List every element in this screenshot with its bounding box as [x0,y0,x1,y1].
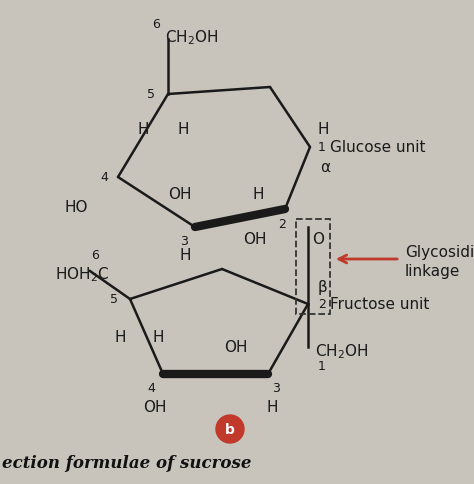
Text: HO: HO [64,200,88,215]
Text: 3: 3 [180,235,188,247]
Text: O: O [312,231,324,246]
Text: 5: 5 [147,88,155,101]
Text: 2: 2 [278,217,286,230]
Text: 1: 1 [318,359,326,372]
Text: OH: OH [168,187,191,202]
Text: α: α [320,160,330,175]
Text: 3: 3 [272,381,280,394]
Bar [296,220,330,314]
Text: Glucose unit: Glucose unit [330,140,426,155]
Text: CH$_2$OH: CH$_2$OH [315,341,368,360]
Text: β: β [318,280,328,295]
Text: OH: OH [244,231,267,246]
Text: 1: 1 [318,141,326,154]
Text: 5: 5 [110,293,118,306]
Text: Glycosidic: Glycosidic [405,244,474,259]
Text: b: b [225,422,235,436]
Text: OH: OH [143,399,167,414]
Text: H: H [177,122,189,136]
Text: H: H [179,247,191,262]
Text: linkage: linkage [405,264,460,279]
Text: H: H [318,122,329,137]
Text: HOH$_2$C: HOH$_2$C [55,265,109,284]
Text: 2: 2 [318,298,326,311]
Text: Fructose unit: Fructose unit [330,297,429,312]
Text: OH: OH [225,339,248,354]
Text: H: H [252,187,264,202]
Text: 4: 4 [147,381,155,394]
Text: H: H [266,399,278,414]
Text: ection formulae of sucrose: ection formulae of sucrose [2,454,252,471]
Text: 6: 6 [91,248,99,261]
Text: H: H [152,329,164,344]
Text: H: H [114,329,126,344]
Text: 6: 6 [152,18,160,31]
Text: H: H [137,122,149,136]
Text: CH$_2$OH: CH$_2$OH [165,28,219,46]
Text: 4: 4 [100,171,108,184]
Circle shape [216,415,244,443]
